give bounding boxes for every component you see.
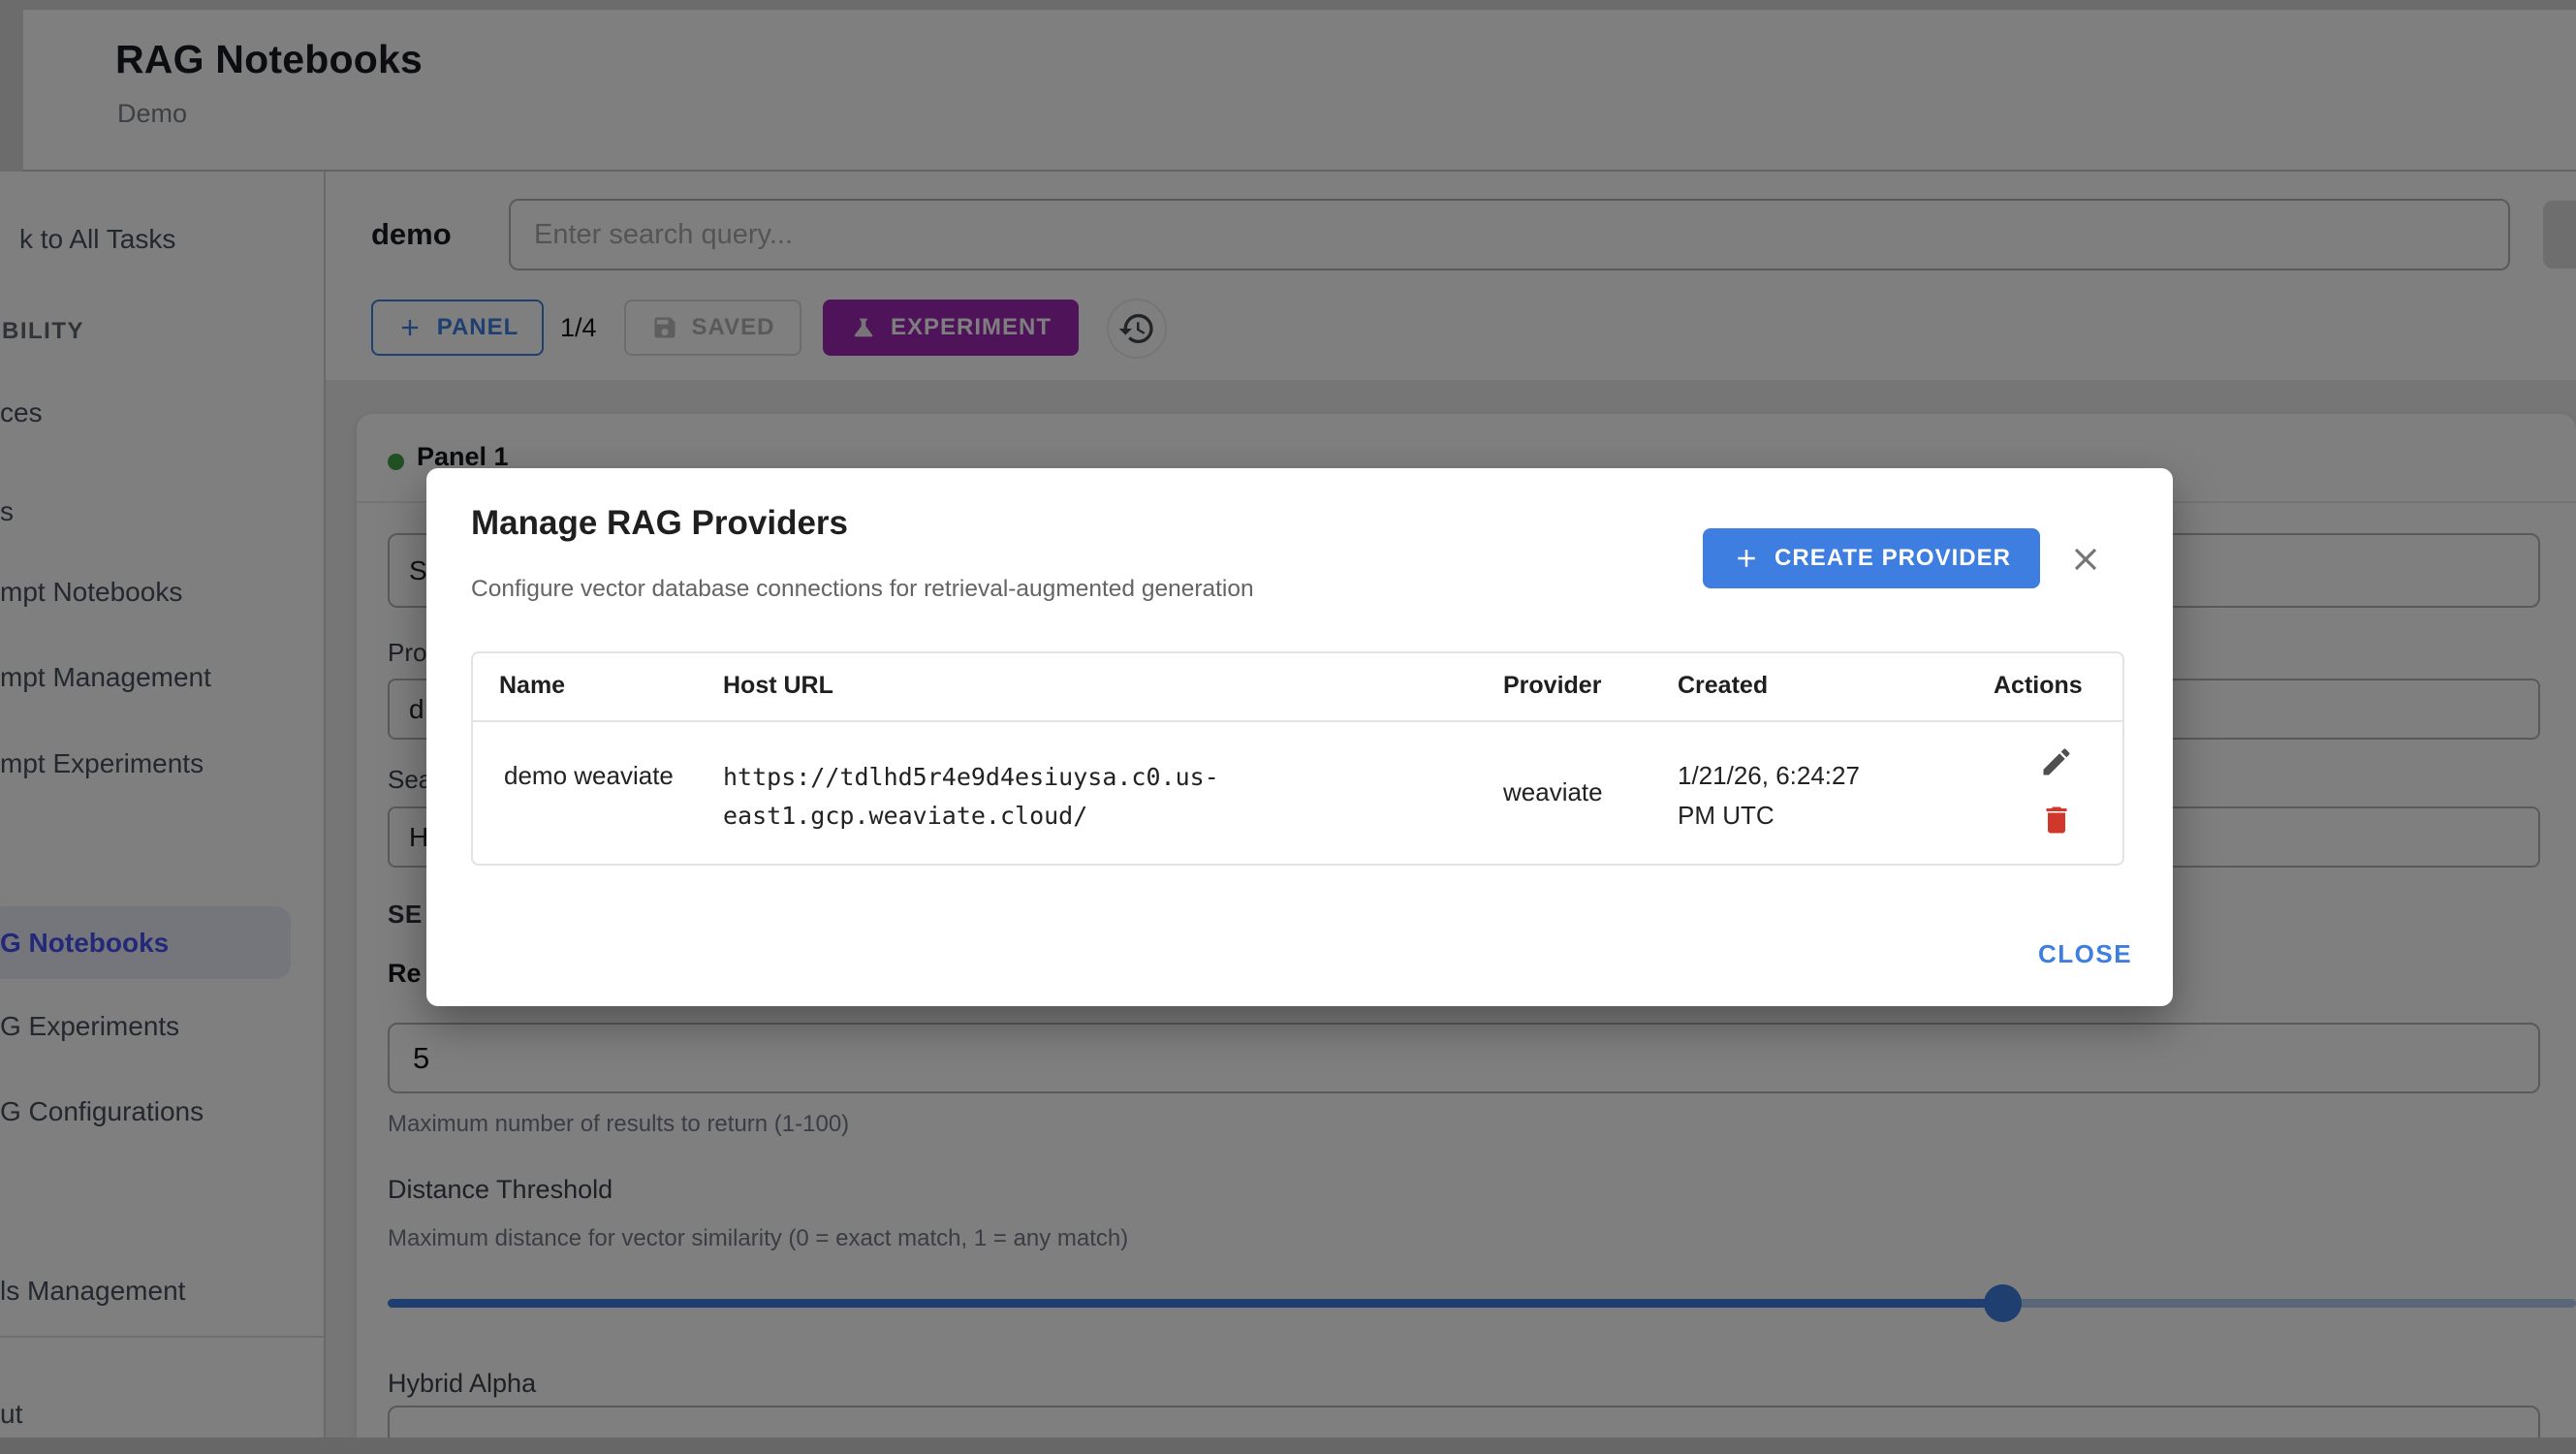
create-provider-label: CREATE PROVIDER bbox=[1775, 545, 2011, 571]
delete-provider-button[interactable] bbox=[2037, 801, 2076, 839]
column-header-created: Created bbox=[1678, 672, 1769, 699]
provider-row-provider: weaviate bbox=[1503, 777, 1603, 806]
column-header-host-url: Host URL bbox=[723, 672, 833, 699]
column-header-provider: Provider bbox=[1503, 672, 1602, 699]
pencil-icon bbox=[2043, 748, 2070, 775]
providers-table bbox=[471, 651, 2124, 866]
close-icon bbox=[2074, 548, 2097, 571]
modal-close-text-button[interactable]: CLOSE bbox=[2038, 939, 2133, 968]
provider-row-name: demo weaviate bbox=[504, 761, 674, 790]
modal-title: Manage RAG Providers bbox=[471, 504, 848, 542]
provider-row-created: 1/21/26, 6:24:27 PM UTC bbox=[1678, 761, 1860, 830]
trash-icon bbox=[2046, 806, 2067, 834]
create-provider-button[interactable]: CREATE PROVIDER bbox=[1703, 528, 2040, 588]
table-header-divider bbox=[471, 720, 2124, 722]
provider-row-host-url: https://tdlhd5r4e9d4esiuysa.c0.us-east1.… bbox=[723, 763, 1219, 830]
modal-subtitle: Configure vector database connections fo… bbox=[471, 576, 1254, 602]
modal-close-button[interactable] bbox=[2065, 539, 2106, 580]
column-header-name: Name bbox=[499, 672, 566, 699]
plus-icon bbox=[1738, 550, 1755, 567]
edit-provider-button[interactable] bbox=[2037, 743, 2076, 781]
column-header-actions: Actions bbox=[1994, 672, 2083, 699]
